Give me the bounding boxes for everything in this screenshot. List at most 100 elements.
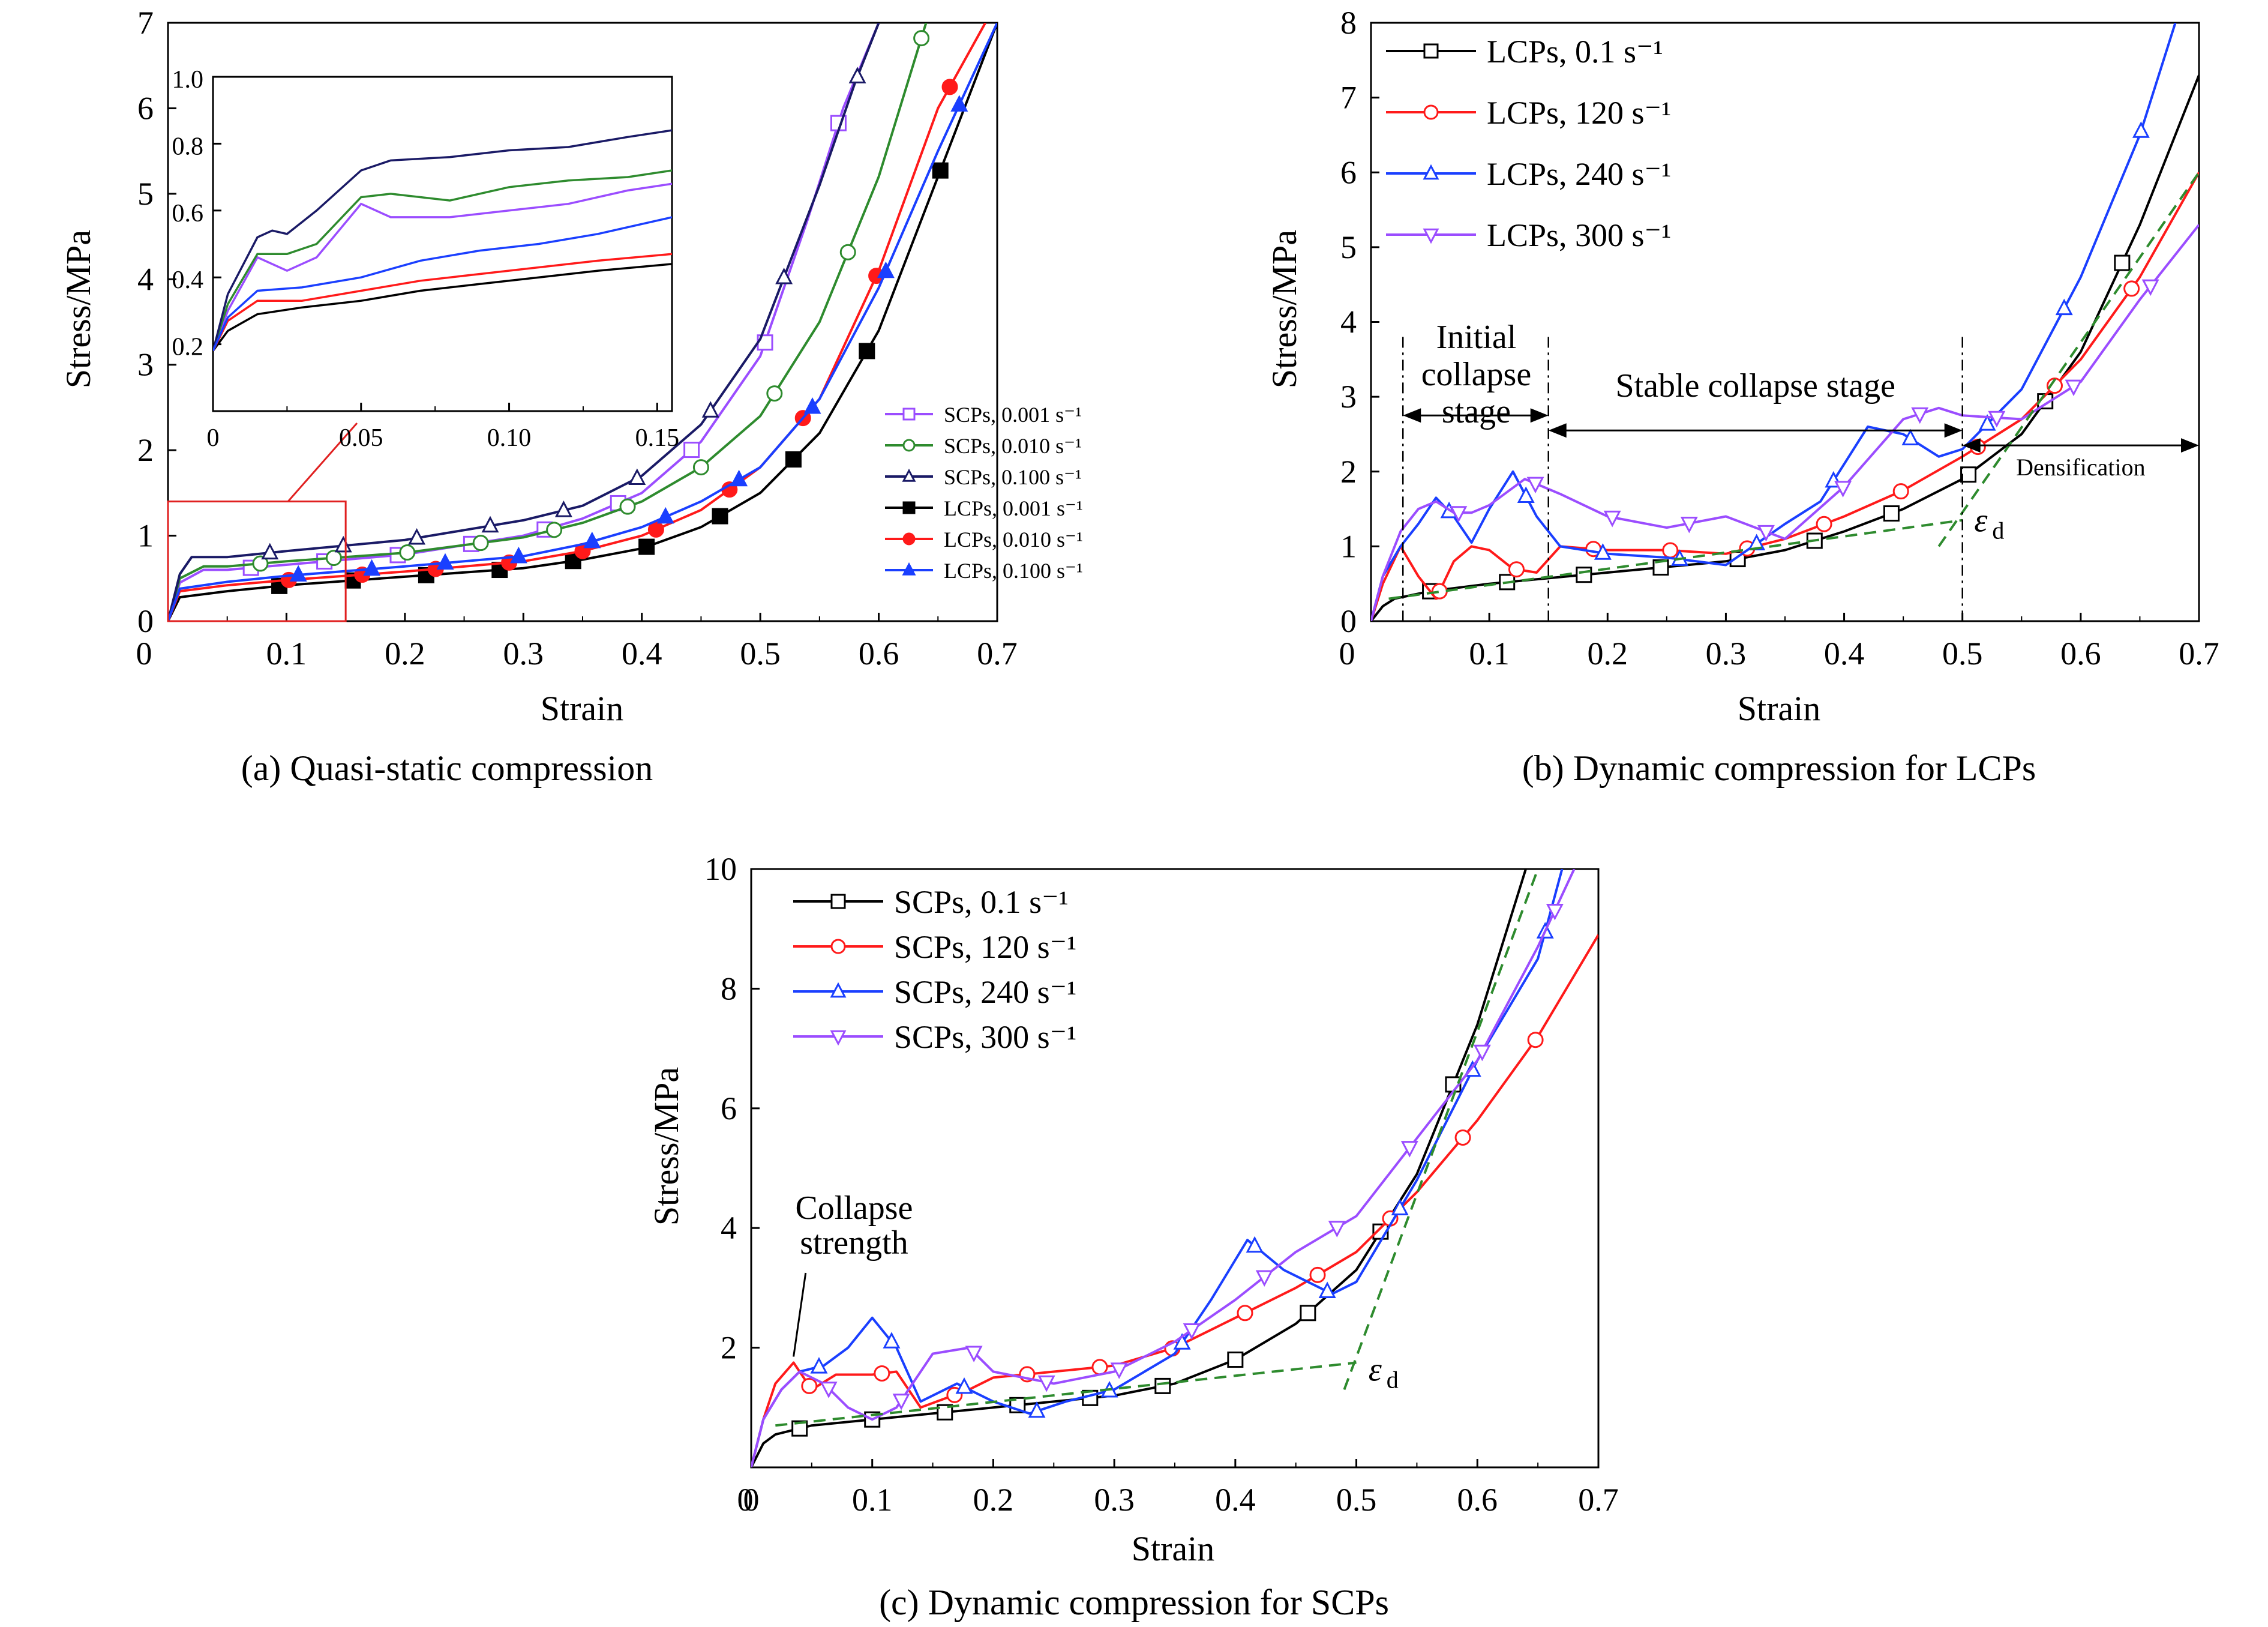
x-tick-label: 0.10 [487, 424, 532, 452]
series-marker [1028, 1401, 1046, 1418]
panel-c-dynamic-scps: 0 0.1 0.2 0.3 0.4 0.5 0.6 0.7 2 4 6 8 10 0 (c) Dynami… [647, 851, 1619, 1622]
inset-background [213, 77, 672, 411]
densification-label: Densification [2016, 454, 2146, 481]
x-tick-label: 0.7 [977, 636, 1018, 672]
series-marker [766, 385, 783, 402]
legend-marker [902, 562, 916, 576]
eps-d-subscript: d [1387, 1366, 1399, 1393]
series-marker [1911, 407, 1929, 424]
legend-item: LCPs, 0.001 s⁻¹ [885, 496, 1083, 520]
series-marker [1183, 1323, 1201, 1340]
densification-fit-line [1343, 868, 1540, 1391]
legend-item: LCPs, 120 s⁻¹ [1386, 95, 1671, 131]
series-marker [1255, 1270, 1273, 1287]
x-tick-label: 0.7 [2179, 636, 2219, 672]
legend-marker [902, 501, 916, 514]
series-marker [1757, 525, 1775, 542]
series-marker [1400, 1141, 1418, 1158]
series-marker [1391, 1198, 1409, 1215]
series-marker [1526, 477, 1544, 494]
inset-series-line [213, 182, 672, 352]
series-line [168, 23, 880, 621]
plateau-fit-line [1388, 519, 1963, 600]
series-marker [1988, 411, 2006, 428]
y-tick-label: 1.0 [172, 66, 204, 94]
legend-marker [1423, 104, 1439, 120]
legend-marker [1423, 164, 1439, 180]
series-marker [820, 1382, 838, 1398]
series-marker [546, 522, 563, 538]
legend-item: SCPs, 240 s⁻¹ [793, 974, 1076, 1010]
series-marker [785, 451, 802, 468]
series-marker [1300, 1305, 1316, 1322]
x-tick-label: 0.1 [266, 636, 307, 672]
densification-fit-line [1937, 172, 2200, 547]
series-marker [1517, 486, 1535, 503]
x-tick-label: 0.6 [1457, 1482, 1498, 1518]
series-line [168, 23, 987, 621]
x-tick-label: 0.3 [1706, 636, 1747, 672]
series-marker [1473, 1044, 1491, 1062]
y-tick-label: 4 [1340, 304, 1357, 340]
y-tick-label: 8 [721, 970, 737, 1006]
x-tick-label: 0.05 [339, 424, 383, 452]
x-tick-label: 0.15 [635, 424, 680, 452]
legend-marker [830, 982, 847, 998]
series-marker [334, 535, 352, 553]
series-marker [289, 565, 307, 582]
panel-a-plot-area: 0 0.1 0.2 0.3 0.4 0.5 0.6 0.7 0 1 2 3 4 5 6 7 [136, 5, 1018, 672]
series-marker [1662, 542, 1679, 559]
series-marker [1594, 543, 1612, 560]
series-marker [656, 507, 674, 524]
series-marker [1546, 904, 1564, 921]
series-marker [1834, 481, 1852, 498]
legend-marker [830, 894, 846, 909]
series-marker [683, 442, 700, 459]
series-marker [1901, 429, 1919, 446]
x-tick-label: 0.6 [2060, 636, 2101, 672]
inset-series-line [213, 169, 672, 352]
x-tick-label: 0.4 [1215, 1482, 1256, 1518]
series-marker [1892, 483, 1909, 500]
x-tick-label: 0.4 [622, 636, 662, 672]
panel-b-y-axis-label: Stress/MPa [1265, 230, 1304, 388]
y-tick-label: 0 [137, 603, 154, 639]
x-tick-label: 0.3 [503, 636, 544, 672]
series-marker [2141, 279, 2159, 296]
series-marker [252, 555, 269, 572]
series-marker [619, 498, 636, 515]
series-line [751, 869, 1576, 1467]
legend-marker [830, 939, 846, 954]
series-line [751, 869, 1564, 1467]
panel-a-y-axis-label: Stress/MPa [59, 230, 98, 388]
series-marker [1110, 1362, 1128, 1379]
y-tick-label: 4 [721, 1210, 737, 1246]
legend-label: SCPs, 0.001 s⁻¹ [944, 403, 1082, 427]
legend-item: LCPs, 0.100 s⁻¹ [885, 559, 1083, 583]
series-marker [1318, 1281, 1336, 1298]
series-marker [913, 30, 930, 47]
x-tick-label: 0.1 [1469, 636, 1510, 672]
series-marker [859, 343, 875, 359]
legend-label: SCPs, 0.1 s⁻¹ [894, 884, 1069, 920]
series-marker [801, 1377, 818, 1394]
y-tick-label: 2 [721, 1330, 737, 1366]
panel-a-x-axis-label: Strain [541, 689, 624, 728]
series-marker [730, 469, 748, 487]
stable-stage-label: Stable collapse stage [1615, 367, 1895, 404]
series-marker [408, 528, 426, 545]
legend-item: LCPs, 0.1 s⁻¹ [1386, 34, 1663, 70]
series-marker [2132, 121, 2150, 138]
series-marker [1237, 1305, 1253, 1322]
panel-b-legend: LCPs, 0.1 s⁻¹ LCPs, 120 s⁻¹ LCPs, 240 s⁻¹ L… [1386, 34, 1671, 253]
y-tick-label: 6 [721, 1090, 737, 1126]
series-marker [399, 544, 416, 561]
y-tick-label: 2 [1340, 454, 1357, 490]
legend-label: SCPs, 0.010 s⁻¹ [944, 434, 1082, 458]
eps-d-subscript: d [1992, 517, 2004, 544]
collapse-strength-pointer [793, 1272, 807, 1357]
y-tick-label: 5 [1340, 229, 1357, 265]
series-marker [892, 1394, 910, 1410]
series-marker [2114, 254, 2131, 271]
